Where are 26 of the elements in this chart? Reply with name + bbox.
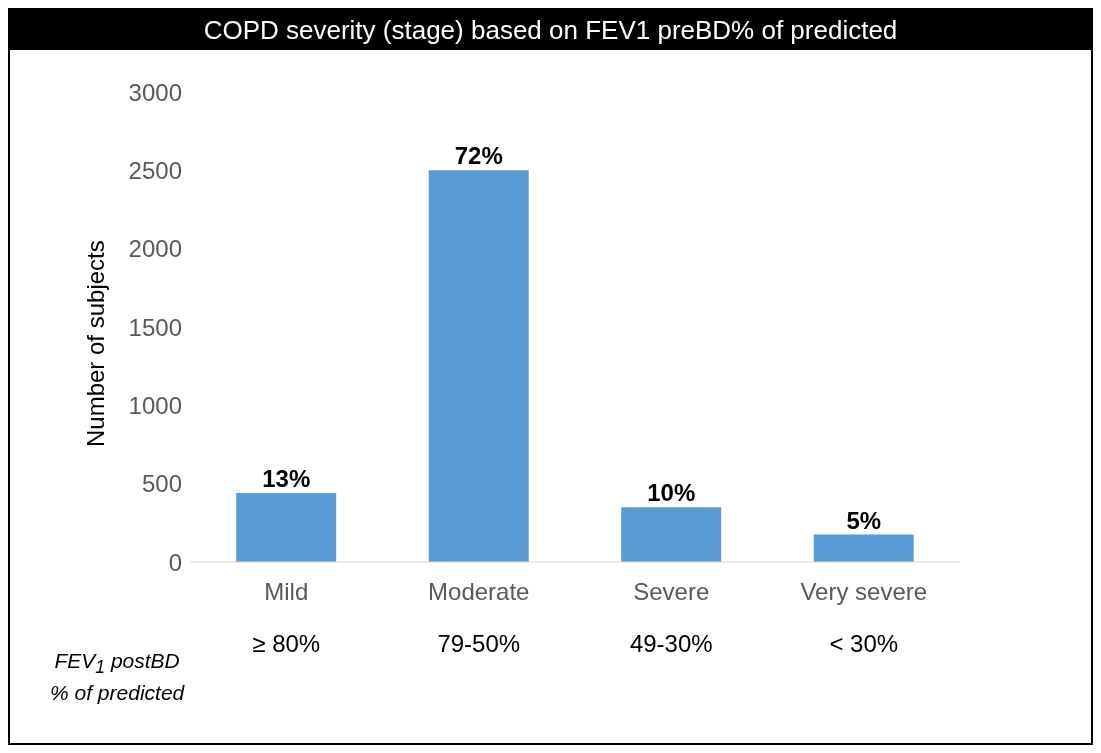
annotation: 10%: [647, 479, 696, 507]
y-tick-label: 3000: [128, 78, 182, 106]
chart-title: COPD severity (stage) based on FEV1 preBD% of predicted: [10, 10, 1091, 50]
text: 79-50%: [437, 630, 521, 657]
annotation: 13%: [262, 465, 311, 493]
y-tick-label: 1500: [128, 313, 182, 341]
bar: [813, 534, 914, 562]
text: ≥ 80%: [252, 630, 321, 657]
bar: [236, 493, 337, 562]
y-tick-label: 1000: [128, 391, 182, 419]
annotation: 72%: [454, 142, 503, 170]
bar: [621, 507, 722, 562]
y-tick-label: 2500: [128, 156, 182, 184]
y-tick-label: 2000: [128, 235, 182, 263]
x-tick-label: Mild: [264, 578, 309, 605]
bar: [428, 170, 529, 562]
text: 49-30%: [629, 630, 713, 657]
y-tick-label: 500: [141, 470, 182, 498]
x-tick-label: Moderate: [428, 578, 530, 605]
annotation: 5%: [846, 506, 882, 534]
y-axis-title: Number of subjects: [81, 240, 109, 447]
x-tick-label: Severe: [633, 578, 710, 605]
text: < 30%: [829, 630, 899, 657]
text: FEV$_{1}$ postBD % of predicted: [50, 648, 185, 707]
y-tick-label: 0: [168, 548, 182, 576]
x-tick-label: Very severe: [800, 578, 928, 605]
